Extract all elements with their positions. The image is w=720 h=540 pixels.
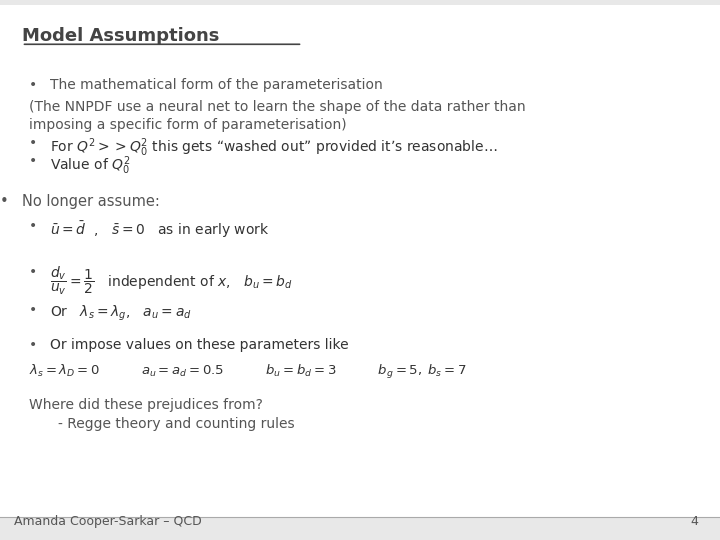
FancyBboxPatch shape: [0, 5, 720, 518]
Text: $\bar{u} = \bar{d}$  ,   $\bar{s} = 0$   as in early work: $\bar{u} = \bar{d}$ , $\bar{s} = 0$ as i…: [50, 219, 270, 240]
Text: •: •: [29, 154, 37, 168]
Text: $\dfrac{d_v}{u_v} = \dfrac{1}{2}$   independent of $x$,   $b_u = b_d$: $\dfrac{d_v}{u_v} = \dfrac{1}{2}$ indepe…: [50, 265, 293, 297]
Text: The mathematical form of the parameterisation: The mathematical form of the parameteris…: [50, 78, 383, 92]
Text: Amanda Cooper-Sarkar – QCD: Amanda Cooper-Sarkar – QCD: [14, 515, 202, 528]
Text: $\lambda_s = \lambda_{D} = 0$          $a_u = a_{d} = 0.5$          $b_u = b_{d}: $\lambda_s = \lambda_{D} = 0$ $a_u = a_{…: [29, 363, 467, 381]
Text: •: •: [29, 78, 37, 92]
Text: 4: 4: [690, 515, 698, 528]
Text: Value of $Q_0^2$: Value of $Q_0^2$: [50, 154, 131, 177]
Text: •: •: [29, 303, 37, 318]
Text: •: •: [29, 136, 37, 150]
Text: No longer assume:: No longer assume:: [22, 194, 159, 210]
Text: Where did these prejudices from?: Where did these prejudices from?: [29, 398, 263, 412]
Text: For $Q^2 >> Q_0^2$ this gets “washed out” provided it’s reasonable…: For $Q^2 >> Q_0^2$ this gets “washed out…: [50, 136, 498, 159]
Text: •: •: [0, 194, 9, 210]
Text: imposing a specific form of parameterisation): imposing a specific form of parameterisa…: [29, 118, 346, 132]
Text: (The NNPDF use a neural net to learn the shape of the data rather than: (The NNPDF use a neural net to learn the…: [29, 100, 526, 114]
Text: Model Assumptions: Model Assumptions: [22, 27, 219, 45]
Text: •: •: [29, 219, 37, 233]
Text: Or impose values on these parameters like: Or impose values on these parameters lik…: [50, 338, 349, 352]
Text: •: •: [29, 338, 37, 352]
Text: - Regge theory and counting rules: - Regge theory and counting rules: [58, 417, 294, 431]
Text: Or   $\lambda_s = \lambda_g$,   $a_u = a_d$: Or $\lambda_s = \lambda_g$, $a_u = a_d$: [50, 303, 192, 323]
Text: •: •: [29, 265, 37, 279]
